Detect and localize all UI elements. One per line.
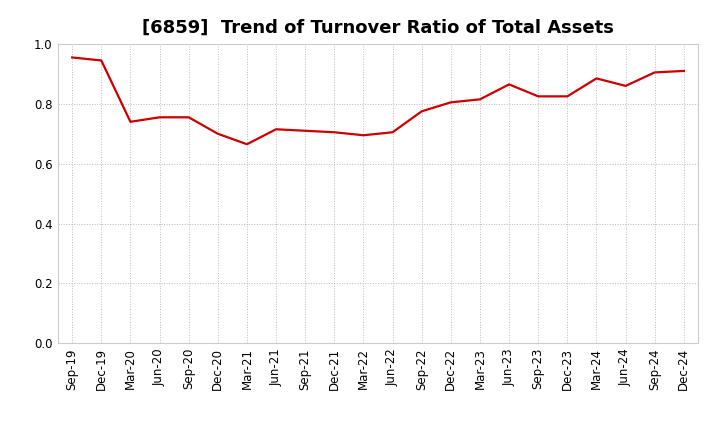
Title: [6859]  Trend of Turnover Ratio of Total Assets: [6859] Trend of Turnover Ratio of Total …: [142, 19, 614, 37]
